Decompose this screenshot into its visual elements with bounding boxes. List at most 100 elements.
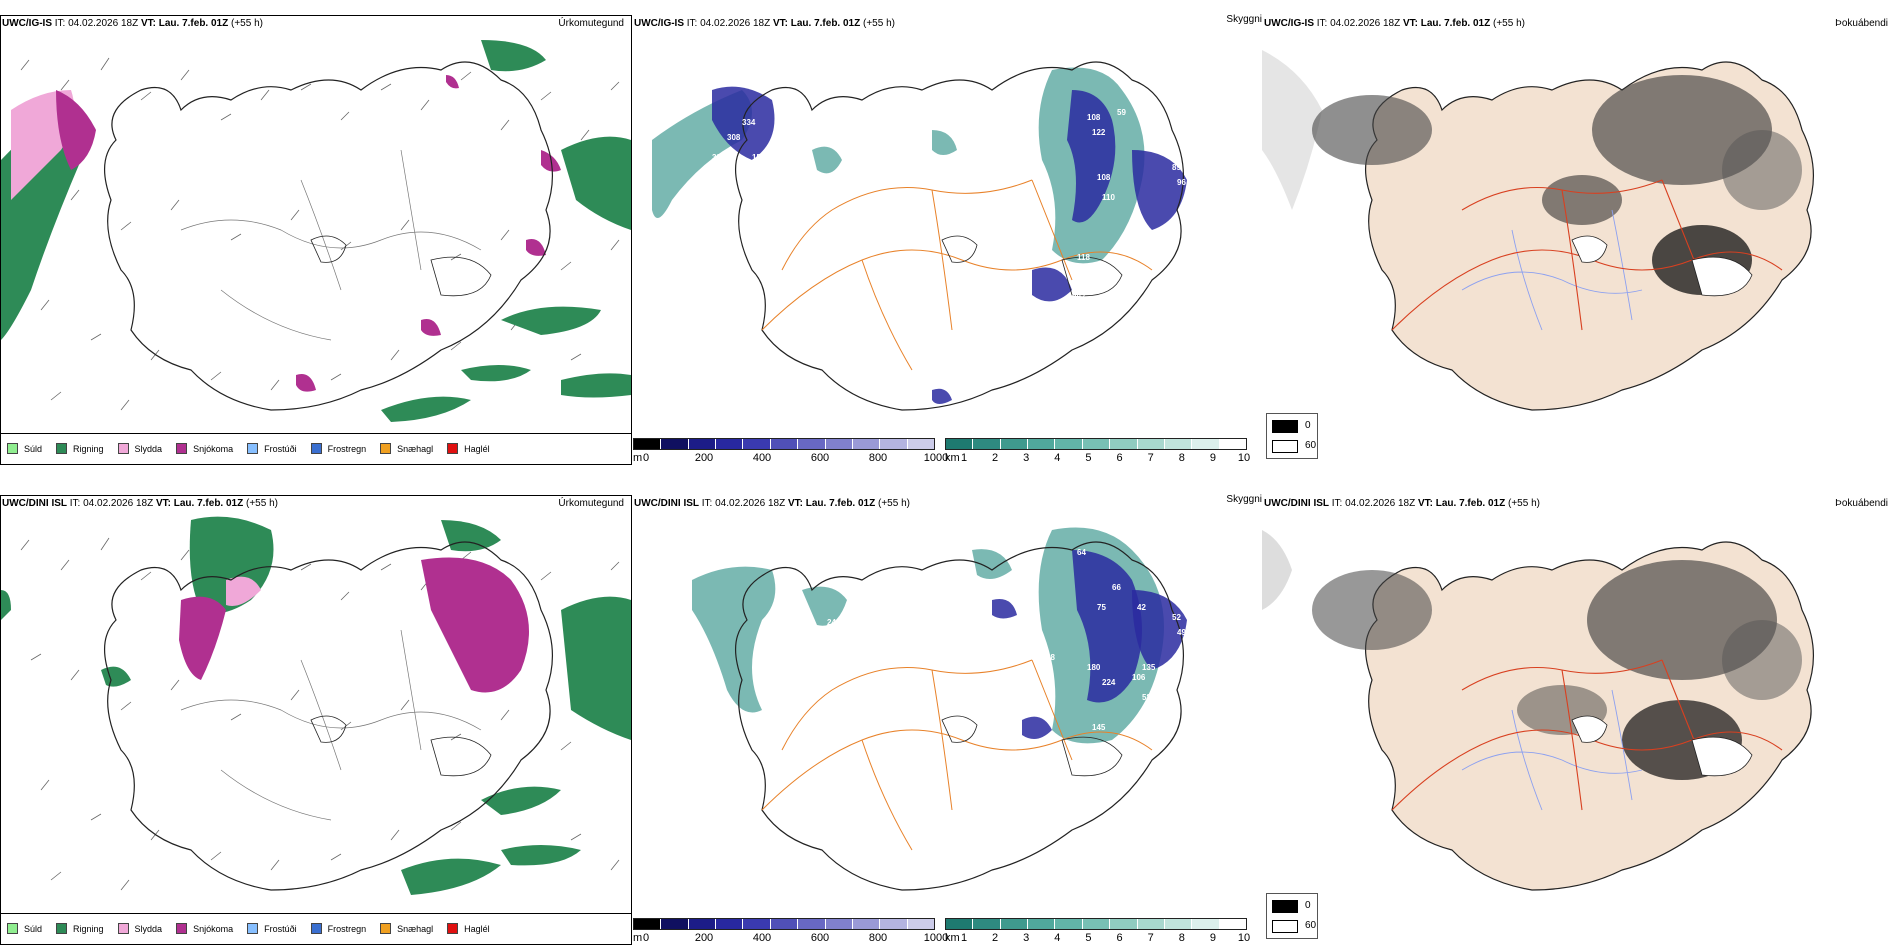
model-name: UWC/IG-IS	[634, 18, 684, 29]
height-label: 42	[1137, 603, 1146, 612]
height-label: 240	[827, 618, 841, 627]
panel-header: UWC/DINI ISL IT: 04.02.2026 18Z VT: Lau.…	[634, 498, 910, 509]
height-label: 96	[1132, 243, 1141, 252]
legend-swatch	[380, 923, 392, 934]
panel-title: Úrkomutegund	[558, 18, 624, 29]
height-label: 381	[712, 153, 726, 162]
legend-item: Slydda	[117, 443, 162, 454]
visibility-colorbar	[945, 438, 1247, 450]
fog-index-panel: UWC/DINI ISL IT: 04.02.2026 18Z VT: Lau.…	[1262, 480, 1900, 950]
valid-time: Lau. 7.feb. 01Z	[805, 498, 876, 509]
legend-item: Snæhagl	[380, 923, 433, 934]
height-label: 181	[807, 118, 821, 127]
colorbar-segment	[770, 439, 799, 449]
colorbar-segment	[1164, 919, 1193, 929]
precip-snow-east	[421, 557, 529, 693]
lead-time: (+55 h)	[231, 18, 263, 29]
legend-swatch	[447, 443, 459, 454]
colorbar-tick-label: 8	[1178, 452, 1185, 464]
colorbar-tick-label: 7	[1147, 452, 1154, 464]
lead-time: (+55 h)	[246, 498, 278, 509]
colorbar-tick-label: 1000	[923, 452, 949, 464]
colorbar-tick-label: 6	[1116, 452, 1123, 464]
height-label: 106	[1132, 673, 1146, 682]
height-label: 224	[1102, 678, 1116, 687]
model-name: UWC/IG-IS	[1264, 18, 1314, 29]
colorbar-tick-label: 4	[1054, 452, 1061, 464]
colorbar-tick-label: 1	[960, 452, 968, 464]
colorbar-tick-label: 8	[1178, 932, 1185, 944]
colorbar-segment	[1164, 439, 1193, 449]
precip-legend: Súld Rigning Slydda Snjókoma Frostúði Fr…	[1, 433, 631, 463]
model-name: UWC/IG-IS	[2, 18, 52, 29]
colorbar-segment	[1110, 919, 1138, 929]
precip-legend: Súld Rigning Slydda Snjókoma Frostúði Fr…	[1, 913, 631, 943]
fog-legend-swatch-high	[1272, 920, 1298, 933]
precip-rain-s	[561, 373, 631, 398]
colorbar-tick-label: 2	[992, 932, 999, 944]
fog-legend: 0 60	[1266, 893, 1318, 939]
legend-item: Snjókoma	[176, 923, 233, 934]
colorbar-tick-label: 200	[694, 932, 714, 944]
colorbar-segment	[1137, 919, 1165, 929]
valid-time: Lau. 7.feb. 01Z	[790, 18, 861, 29]
precip-type-panel: UWC/IG-IS IT: 04.02.2026 18Z VT: Lau. 7.…	[0, 0, 632, 470]
visibility-panel: UWC/IG-IS IT: 04.02.2026 18Z VT: Lau. 7.…	[632, 0, 1262, 470]
height-label: 145	[1092, 723, 1106, 732]
panel-title: Skyggni	[1226, 14, 1262, 25]
height-label: 207	[1072, 293, 1086, 302]
legend-swatch	[117, 443, 129, 454]
colorbar-tick-label: 600	[810, 452, 830, 464]
colorbar-tick-label: 400	[752, 932, 772, 944]
valid-prefix: VT:	[1402, 18, 1418, 29]
colorbar-segment	[661, 919, 689, 929]
height-label: 132	[1082, 273, 1096, 282]
vis-blue-east	[1067, 90, 1116, 223]
colorbar-tick-label: 200	[694, 452, 714, 464]
height-label: 81	[1102, 268, 1111, 277]
colorbar-tick-label: 800	[868, 932, 888, 944]
height-label: 59	[1117, 108, 1126, 117]
colorbar-segment	[1192, 439, 1220, 449]
fog-e	[1722, 620, 1802, 700]
valid-prefix: VT:	[155, 498, 171, 509]
legend-item: Frostúði	[247, 923, 297, 934]
lead-time: (+55 h)	[878, 498, 910, 509]
colorbar-segment	[852, 439, 881, 449]
elevation-colorbar	[633, 918, 935, 930]
valid-time: Lau. 7.feb. 01Z	[1435, 498, 1506, 509]
legend-swatch	[380, 443, 392, 454]
height-label: 110	[1102, 193, 1115, 202]
colorbar-segment	[634, 439, 662, 449]
vis-teal-west	[692, 566, 776, 713]
height-label: 122	[1092, 128, 1106, 137]
height-label: 49	[1177, 628, 1186, 637]
colorbar-segment	[1137, 439, 1165, 449]
iceland-outline	[734, 541, 1184, 891]
precip-rain-ne	[441, 520, 501, 552]
precip-rain-se	[401, 786, 581, 895]
height-label: 308	[727, 133, 741, 142]
colorbar-segment	[688, 919, 717, 929]
panel-header: UWC/DINI ISL IT: 04.02.2026 18Z VT: Lau.…	[2, 498, 278, 509]
height-label: 75	[1097, 603, 1106, 612]
valid-prefix: VT:	[772, 18, 788, 29]
height-label: 227	[682, 193, 696, 202]
precip-rain-ne	[481, 40, 546, 72]
forecast-row-2: UWC/DINI ISL IT: 04.02.2026 18Z VT: Lau.…	[0, 480, 1900, 950]
height-label: 153	[752, 153, 766, 162]
colorbar-tick-label: 6	[1116, 932, 1123, 944]
elevation-colorbar	[633, 438, 935, 450]
fog-map	[1262, 50, 1814, 411]
fog-offshore-west	[1262, 50, 1322, 210]
vis-blue-ne	[992, 590, 1187, 739]
visibility-unit: km	[945, 452, 960, 464]
rivers	[1461, 209, 1643, 331]
colorbar-tick-label: 600	[810, 932, 830, 944]
colorbar-segment	[716, 439, 744, 449]
height-label: 118	[1077, 253, 1090, 262]
colorbar-tick-label: 9	[1209, 932, 1216, 944]
wind-barbs	[20, 57, 620, 411]
